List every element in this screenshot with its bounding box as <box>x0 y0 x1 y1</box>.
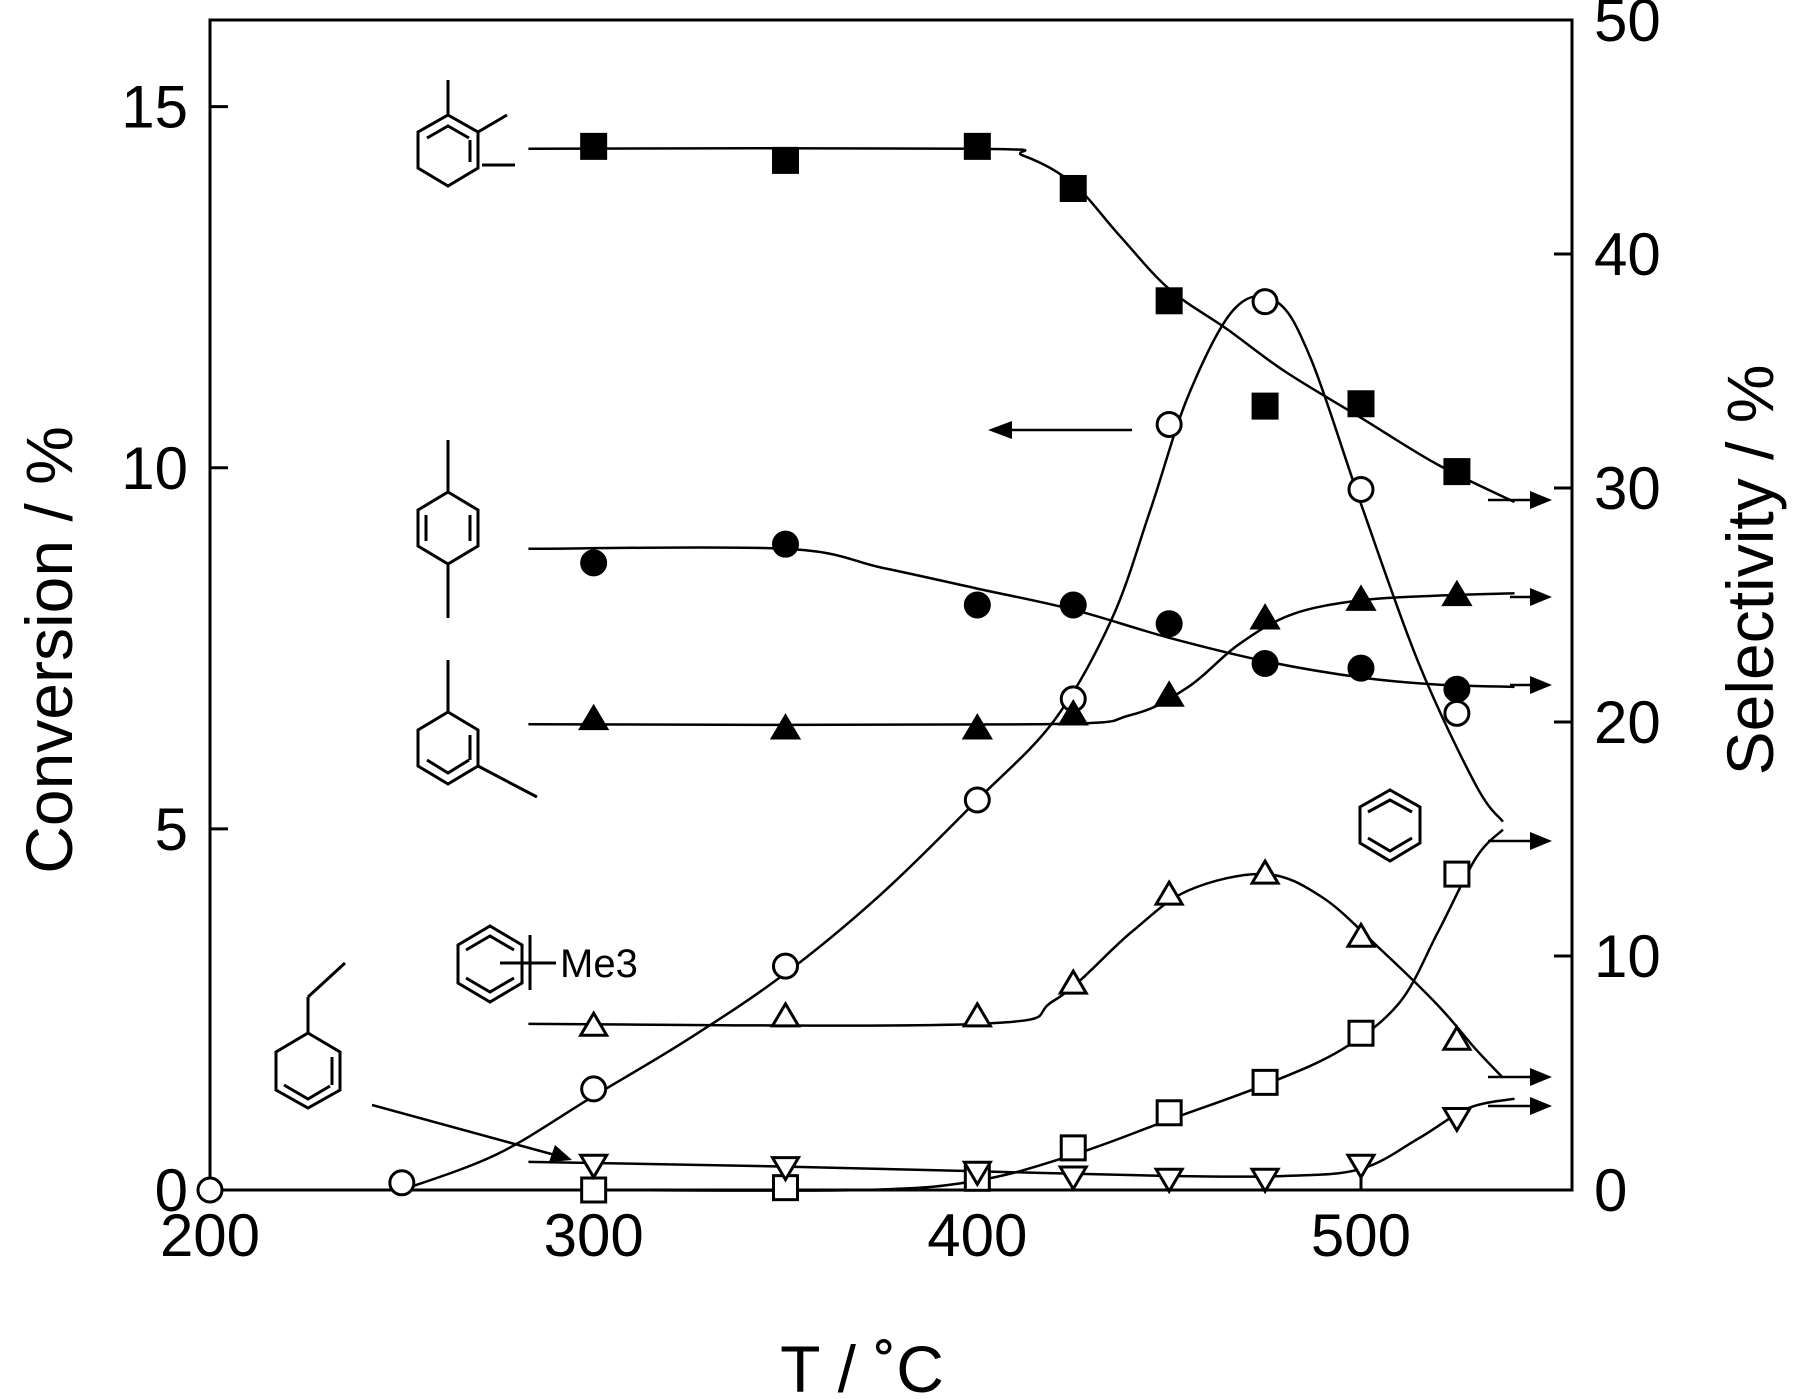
data-point-filled-triangle <box>961 713 993 740</box>
y-left-tick-label: 15 <box>121 74 188 141</box>
data-point-open-inverted-triangle <box>1441 1106 1473 1134</box>
arrow-to-left-axis <box>988 421 1132 439</box>
data-point-open-inverted-triangle <box>1345 1153 1377 1181</box>
arrow-ethylbenzene-to-curve <box>371 1103 572 1162</box>
data-point-open-square <box>580 1176 608 1204</box>
data-point-filled-circle <box>1251 650 1279 677</box>
arrow-to-right-axis <box>1510 588 1552 606</box>
data-point-open-circle <box>1443 699 1471 727</box>
y-right-tick-label: 40 <box>1594 221 1661 288</box>
data-point-open-inverted-triangle <box>1153 1167 1185 1195</box>
trimethylbenzene-structure-icon <box>456 924 556 1004</box>
data-point-filled-square <box>1443 458 1471 486</box>
y-right-tick-label: 0 <box>1594 1157 1627 1224</box>
data-point-open-square <box>1347 1019 1375 1047</box>
y-right-axis-title: Selectivity / % <box>1713 365 1787 776</box>
p-xylene-structure-icon <box>416 440 480 618</box>
data-point-filled-triangle <box>1057 699 1089 726</box>
data-point-open-circle <box>1347 475 1375 503</box>
data-point-open-square <box>1059 1134 1087 1162</box>
data-point-filled-circle <box>963 591 991 619</box>
data-point-filled-triangle <box>1345 584 1377 611</box>
data-point-open-circle <box>1251 288 1279 316</box>
arrow-to-right-axis <box>1510 676 1552 694</box>
axis-ticks: 200 300 400 500 0 5 10 15 0 10 20 30 40 50 <box>121 0 1661 1269</box>
data-point-open-triangle <box>769 1000 802 1028</box>
data-point-filled-triangle <box>1153 680 1185 707</box>
data-point-open-triangle <box>961 1000 993 1028</box>
y-right-tick-label: 50 <box>1594 0 1661 54</box>
trend-curve-open-square <box>593 828 1504 1192</box>
data-point-filled-triangle <box>1441 579 1473 607</box>
data-point-filled-triangle <box>578 703 610 731</box>
y-right-tick-label: 30 <box>1594 455 1661 522</box>
y-right-tick-label: 20 <box>1594 689 1661 756</box>
data-point-filled-circle <box>1059 591 1087 619</box>
arrow-to-right-axis <box>1488 1068 1552 1086</box>
x-tick-label: 300 <box>544 1202 644 1269</box>
data-point-open-circle <box>771 952 799 980</box>
trend-curve-open-circle <box>401 294 1504 1192</box>
data-point-open-triangle <box>1153 879 1185 906</box>
trend-curves <box>401 146 1516 1192</box>
trend-curve-open-triangle <box>528 872 1504 1079</box>
data-point-open-circle <box>1155 410 1183 438</box>
x-tick-label: 400 <box>927 1202 1027 1269</box>
data-point-filled-square <box>963 132 991 160</box>
data-point-open-square <box>1443 860 1471 888</box>
x-tick-label: 200 <box>160 1202 260 1269</box>
y-left-tick-label: 0 <box>155 1157 188 1224</box>
data-point-open-triangle <box>578 1010 610 1037</box>
data-point-filled-square <box>771 146 799 174</box>
trimethylbenzene-label: Me3 <box>560 942 638 986</box>
m-xylene-structure-icon <box>416 660 538 799</box>
data-point-open-triangle <box>1345 921 1377 948</box>
y-left-tick-label: 5 <box>155 796 188 863</box>
x-axis-title: T / ˚C <box>780 1332 944 1399</box>
trend-curve-filled-square <box>528 146 1516 504</box>
arrow-to-right-axis <box>1488 1097 1552 1115</box>
data-point-open-inverted-triangle <box>1057 1165 1089 1192</box>
arrow-to-right-axis <box>1488 832 1552 850</box>
data-point-filled-circle <box>771 530 799 558</box>
data-point-filled-square <box>1155 287 1183 315</box>
data-point-filled-triangle <box>769 713 802 740</box>
ethylbenzene-structure-icon <box>274 961 347 1110</box>
data-point-open-triangle <box>1249 858 1281 885</box>
benzene-structure-icon <box>1358 788 1422 863</box>
data-point-filled-circle <box>1347 654 1375 682</box>
data-point-filled-circle <box>580 549 608 577</box>
data-point-open-circle <box>580 1075 608 1103</box>
data-point-open-circle <box>196 1176 224 1204</box>
y-left-tick-label: 10 <box>121 435 188 502</box>
data-point-filled-square <box>1059 174 1087 202</box>
data-point-open-triangle <box>1057 968 1089 995</box>
y-right-tick-label: 10 <box>1594 923 1661 990</box>
data-point-filled-square <box>1251 392 1279 420</box>
data-point-open-inverted-triangle <box>769 1156 802 1183</box>
data-point-filled-circle <box>1155 610 1183 638</box>
y-left-axis-title: Conversion / % <box>12 426 86 874</box>
trend-curve-filled-triangle <box>528 592 1515 727</box>
data-point-open-inverted-triangle <box>578 1153 610 1181</box>
data-point-filled-triangle <box>1249 603 1281 630</box>
data-point-open-circle <box>388 1169 416 1197</box>
data-point-open-inverted-triangle <box>1249 1167 1281 1195</box>
data-point-open-square <box>1251 1068 1279 1096</box>
annotation-arrows <box>371 421 1552 1162</box>
data-point-filled-circle <box>1443 675 1471 703</box>
data-point-open-circle <box>963 786 991 814</box>
x-tick-label: 500 <box>1311 1202 1411 1269</box>
data-point-open-square <box>1155 1099 1183 1127</box>
structure-icons <box>274 80 1422 1110</box>
data-point-open-inverted-triangle <box>961 1160 993 1188</box>
data-point-filled-square <box>580 132 608 160</box>
o-xylene-structure-icon <box>416 80 515 188</box>
data-point-filled-square <box>1347 390 1375 418</box>
data-markers <box>196 132 1473 1204</box>
data-point-open-triangle <box>1441 1024 1473 1051</box>
